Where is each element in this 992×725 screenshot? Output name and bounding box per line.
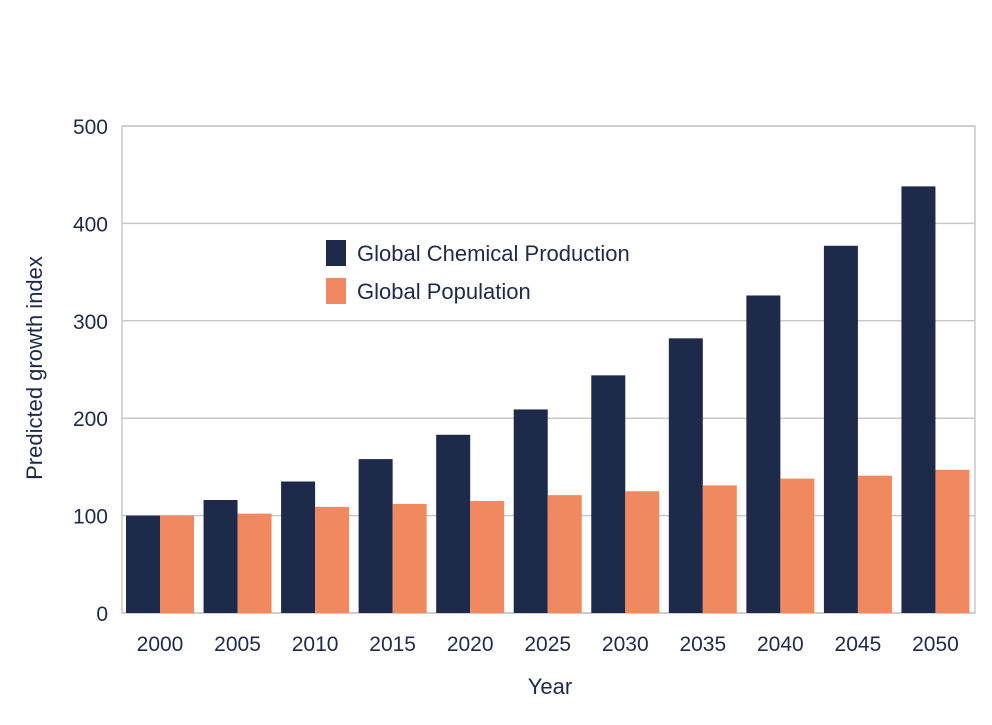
x-tick-label: 2000 — [137, 633, 184, 656]
x-tick-label: 2015 — [369, 633, 416, 656]
y-tick-label: 300 — [73, 311, 108, 334]
bar-population-2010 — [315, 506, 350, 613]
bar-chemical-production-2005 — [203, 500, 238, 613]
x-tick-label: 2020 — [447, 633, 494, 656]
x-tick-label: 2050 — [912, 633, 959, 656]
bar-population-2000 — [160, 515, 194, 613]
legend-swatch-population — [326, 278, 346, 304]
bar-population-2020 — [470, 500, 505, 613]
x-tick-label: 2025 — [524, 633, 571, 656]
bar-population-2015 — [392, 503, 427, 613]
bar-chemical-production-2020 — [436, 434, 471, 613]
bars — [126, 186, 970, 613]
y-tick-label: 400 — [73, 213, 108, 236]
x-tick-label: 2045 — [835, 633, 882, 656]
bar-population-2030 — [625, 491, 660, 613]
legend-label-population: Global Population — [357, 279, 531, 304]
bar-population-2025 — [547, 495, 582, 613]
y-tick-label: 500 — [73, 116, 108, 139]
bar-chemical-production-2045 — [823, 245, 858, 613]
bar-population-2050 — [935, 469, 970, 613]
legend: Global Chemical Production Global Popula… — [326, 240, 630, 304]
x-tick-label: 2010 — [292, 633, 339, 656]
bar-chemical-production-2040 — [746, 295, 781, 613]
x-axis-title: Year — [528, 674, 572, 699]
bar-chemical-production-2010 — [281, 481, 316, 613]
bar-chemical-production-2050 — [901, 186, 936, 613]
y-axis-ticks: 0 100 200 300 400 500 — [73, 116, 108, 626]
bar-population-2040 — [780, 478, 815, 613]
bar-chemical-production-2030 — [591, 375, 626, 613]
y-tick-label: 0 — [96, 603, 108, 626]
bar-chemical-production-2015 — [358, 459, 393, 613]
bar-population-2005 — [237, 513, 272, 613]
x-tick-label: 2040 — [757, 633, 804, 656]
x-axis-ticks: 2000 2005 2010 2015 2020 2025 2030 2035 2040 2045… — [137, 633, 959, 656]
bar-population-2045 — [857, 475, 892, 613]
x-tick-label: 2005 — [214, 633, 261, 656]
bar-population-2035 — [702, 485, 737, 613]
y-axis-title: Predicted growth index — [22, 256, 47, 480]
bar-chemical-production-2000 — [126, 515, 160, 613]
bar-chemical-production-2025 — [513, 409, 548, 613]
x-tick-label: 2030 — [602, 633, 649, 656]
legend-label-chemical-production: Global Chemical Production — [357, 241, 630, 266]
y-tick-label: 100 — [73, 506, 108, 529]
legend-swatch-chemical-production — [326, 240, 346, 266]
x-tick-label: 2035 — [679, 633, 726, 656]
bar-chemical-production-2035 — [668, 338, 703, 613]
y-tick-label: 200 — [73, 408, 108, 431]
